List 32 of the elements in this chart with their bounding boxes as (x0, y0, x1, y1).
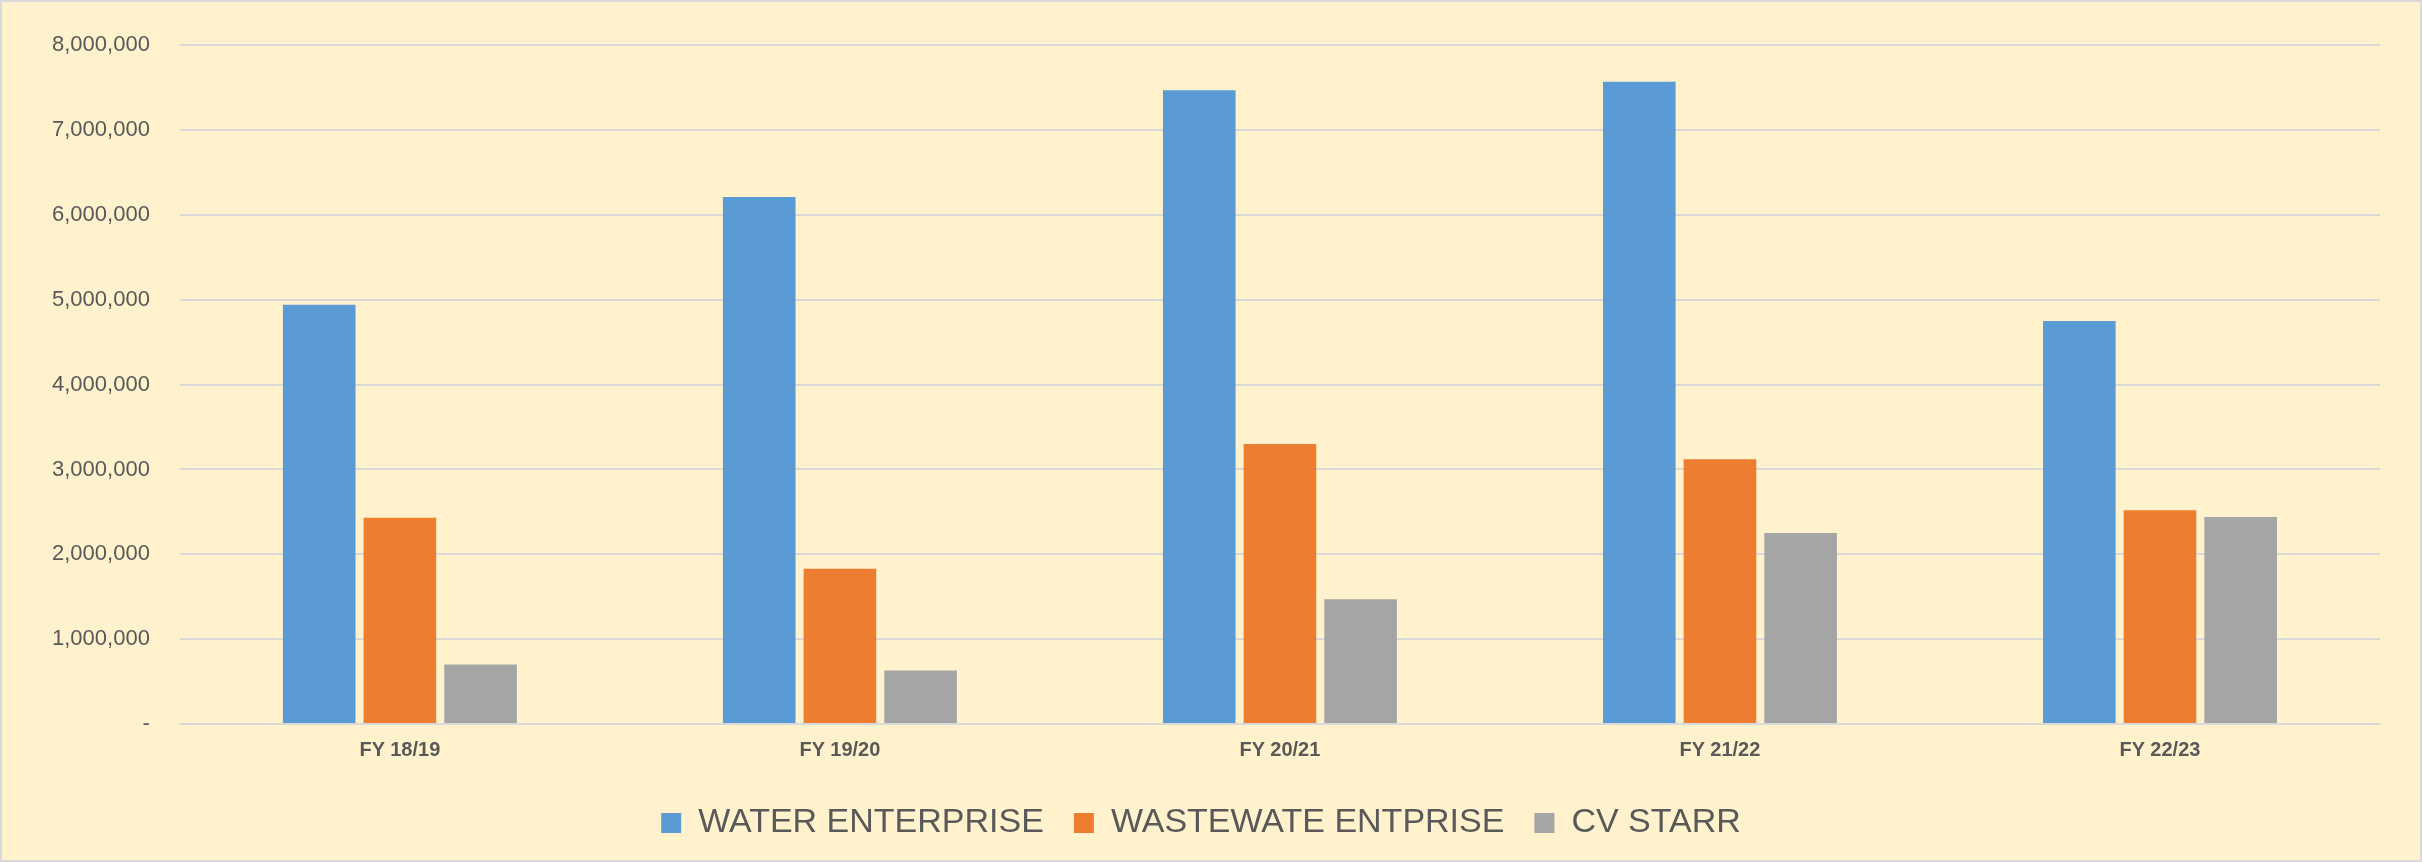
bar (1243, 444, 1317, 723)
bar (1764, 533, 1837, 723)
y-tick-label: 7,000,000 (52, 116, 150, 142)
y-tick-label: - (142, 710, 150, 736)
x-tick-label: FY 18/19 (359, 737, 441, 760)
y-tick-label: 6,000,000 (52, 200, 150, 226)
bar (1324, 599, 1397, 723)
y-tick-label: 4,000,000 (52, 370, 150, 396)
x-tick-label: FY 20/21 (1239, 737, 1321, 760)
y-tick-label: 3,000,000 (52, 455, 150, 481)
bar (1602, 81, 1676, 723)
legend-label: CV STARR (1571, 801, 1741, 840)
bar (2123, 510, 2197, 723)
y-tick-label: 1,000,000 (52, 625, 150, 651)
bar (2204, 516, 2277, 723)
y-tick-label: 2,000,000 (52, 540, 150, 566)
bar (282, 304, 356, 723)
y-tick-label: 8,000,000 (52, 31, 150, 57)
bar (2043, 320, 2116, 723)
bar (884, 670, 957, 723)
legend-label: WATER ENTERPRISE (698, 801, 1044, 840)
x-tick-label: FY 22/23 (2119, 737, 2201, 760)
bar (363, 517, 437, 723)
bar (722, 197, 796, 723)
y-tick-label: 5,000,000 (52, 285, 150, 311)
bar (1683, 459, 1757, 723)
legend-label: WASTEWATE ENTPRISE (1110, 801, 1505, 840)
bar (444, 664, 517, 723)
bar (1162, 90, 1236, 723)
x-tick-label: FY 19/20 (799, 737, 881, 760)
bar (803, 568, 877, 723)
x-tick-label: FY 21/22 (1679, 737, 1761, 760)
